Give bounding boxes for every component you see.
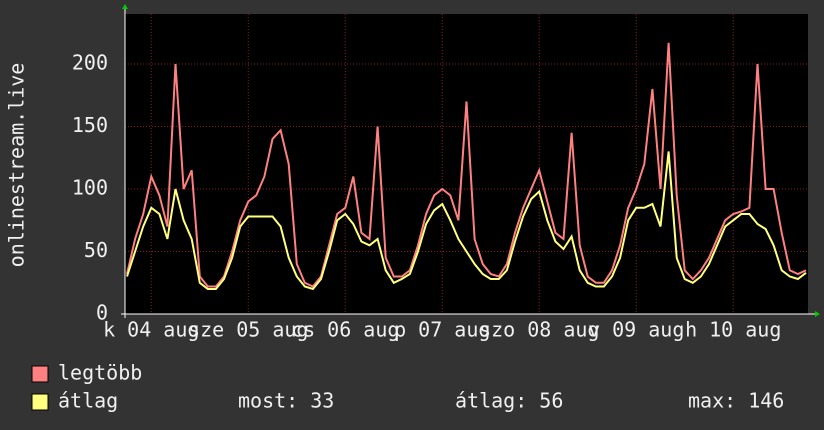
x-tick-label: k 04 aug [103, 318, 199, 342]
x-axis-arrow [815, 311, 820, 317]
legend-stat: most: 33 [238, 389, 334, 413]
x-tick-label: szo 08 aug [479, 318, 599, 342]
legend-swatch [31, 365, 49, 383]
y-tick-label: 100 [72, 176, 108, 200]
legend-swatch [31, 393, 49, 411]
y-tick-label: 200 [72, 51, 108, 75]
x-tick-label: cs 06 aug [291, 318, 399, 342]
x-tick-label: v 09 aug [588, 318, 684, 342]
x-tick-label: sze 05 aug [188, 318, 308, 342]
plot-area [125, 14, 808, 314]
legend-label: legtöbb [58, 361, 142, 385]
x-tick-label: h 10 aug [685, 318, 781, 342]
data-line [126, 42, 807, 288]
x-tick-label: p 07 aug [394, 318, 490, 342]
legend-label: átlag [58, 389, 118, 413]
y-tick-label: 0 [96, 301, 108, 325]
legend-stat: átlag: 56 [455, 389, 563, 413]
y-tick-label: 50 [84, 238, 108, 262]
y-tick-label: 150 [72, 113, 108, 137]
y-axis-arrow [122, 4, 128, 9]
data-line [126, 151, 807, 291]
y-axis-label: onlinestream.live [5, 63, 29, 268]
legend-stat: max: 146 [688, 389, 784, 413]
